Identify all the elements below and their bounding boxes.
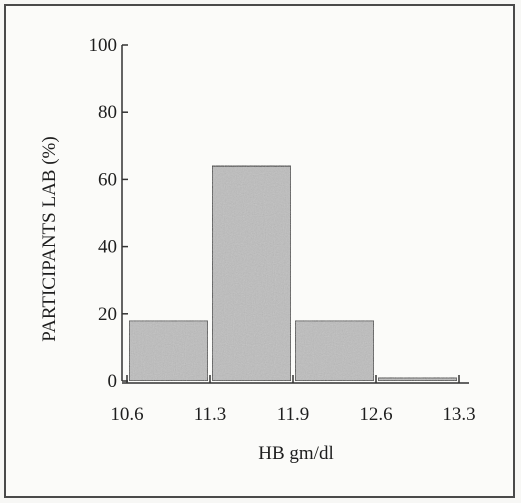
y-tick-label: 80	[98, 102, 117, 123]
x-axis-title: HB gm/dl	[258, 443, 333, 464]
histogram-bar-3	[294, 319, 375, 382]
y-axis-title: PARTICIPANTS LAB (%)	[39, 136, 60, 341]
histogram-bar-1	[128, 319, 209, 382]
x-tick-label: 11.3	[194, 404, 227, 425]
y-tick-label: 0	[108, 371, 118, 392]
x-tick-label: 12.6	[359, 404, 392, 425]
axes-layer: 0 20 40 60 80 100 10.6 11.3 11.9 12.6 13.3	[89, 35, 476, 425]
x-tick-label: 11.9	[277, 404, 310, 425]
y-tick-label: 100	[89, 35, 118, 56]
histogram-bar-2	[211, 165, 292, 382]
x-tick-label: 10.6	[110, 404, 143, 425]
y-tick-label: 40	[98, 237, 117, 258]
x-tick-label: 13.3	[442, 404, 475, 425]
histogram-bar-4	[377, 376, 458, 382]
y-tick-label: 60	[98, 169, 117, 190]
y-tick-label: 20	[98, 304, 117, 325]
bars-layer	[128, 165, 458, 382]
